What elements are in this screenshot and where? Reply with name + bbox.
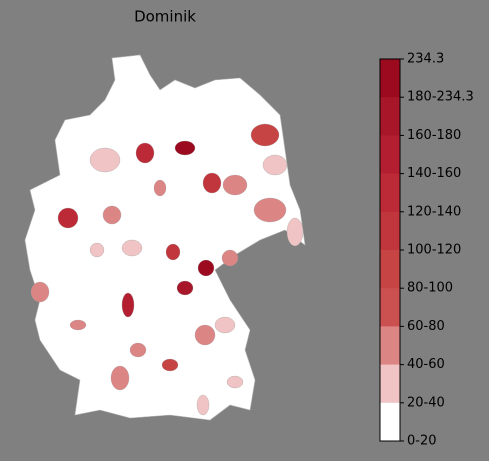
colorbar-segment (380, 364, 400, 404)
colorbar-label: 234.3 (407, 52, 444, 67)
colorbar-label: 40-60 (407, 357, 445, 372)
district (165, 243, 181, 261)
district (286, 217, 304, 247)
district (89, 147, 121, 173)
district (110, 365, 130, 391)
colorbar-segment (380, 97, 400, 136)
germany-map (24, 54, 306, 421)
colorbar-segment (380, 211, 400, 251)
district (57, 207, 79, 229)
district (129, 342, 147, 358)
district (253, 197, 287, 223)
colorbar-label: 60-80 (407, 319, 445, 334)
colorbar-label: 100-120 (407, 243, 461, 258)
district (102, 205, 122, 225)
colorbar-label: 160-180 (407, 128, 461, 143)
district (202, 172, 222, 194)
colorbar-label: 20-40 (407, 395, 445, 410)
district (196, 394, 210, 416)
district (30, 281, 50, 303)
district (221, 249, 239, 267)
colorbar-segment (380, 326, 400, 366)
district (69, 319, 87, 331)
colorbar-label: 140-160 (407, 166, 461, 181)
district (222, 174, 248, 196)
country-outline (24, 54, 306, 421)
district (121, 292, 135, 318)
district (89, 242, 105, 258)
district (214, 316, 236, 334)
colorbar: 234.3 180-234.3 160-180 140-160 120-140 100-1… (379, 52, 474, 449)
colorbar-label: 180-234.3 (407, 90, 474, 105)
colorbar-label: 120-140 (407, 204, 461, 219)
district (250, 123, 280, 147)
district (161, 358, 179, 372)
colorbar-segment (380, 250, 400, 289)
map-title: Dominik (134, 8, 196, 26)
colorbar-segment (380, 402, 400, 442)
districts (30, 123, 304, 416)
colorbar-segment (380, 135, 400, 175)
district (226, 375, 244, 389)
colorbar-segment (380, 173, 400, 213)
district (262, 154, 288, 176)
colorbar-segment (380, 288, 400, 327)
colorbar-segment (380, 59, 400, 98)
district (153, 179, 167, 197)
district (197, 259, 215, 277)
district (194, 324, 216, 346)
colorbar-label: 80-100 (407, 281, 453, 296)
district (135, 142, 155, 164)
district (174, 140, 196, 156)
colorbar-label: 0-20 (407, 434, 437, 449)
district (176, 280, 194, 296)
district (121, 239, 143, 257)
